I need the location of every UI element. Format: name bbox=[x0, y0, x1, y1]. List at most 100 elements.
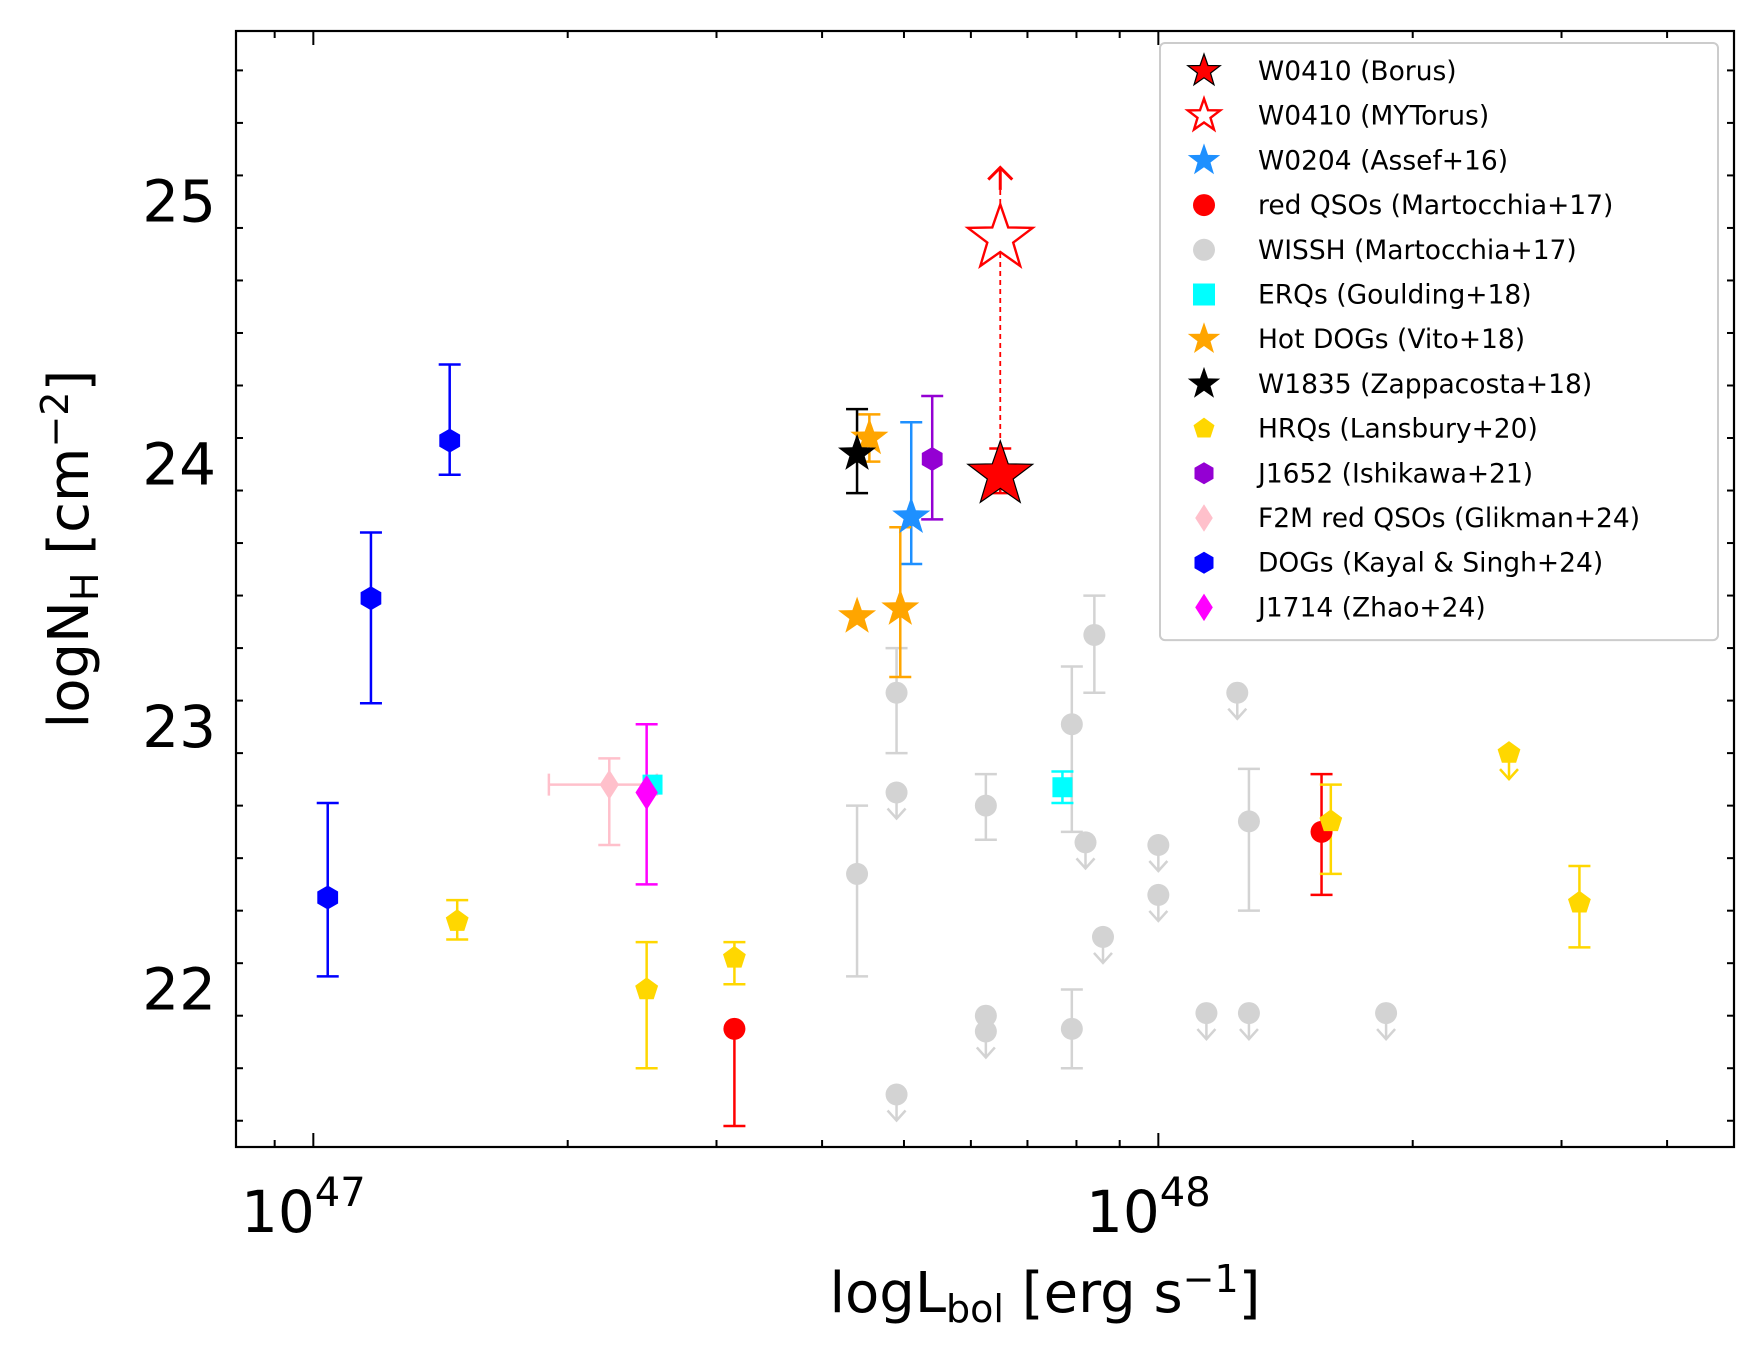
legend-label: W0204 (Assef+16) bbox=[1258, 145, 1508, 176]
legend-marker-hexagon bbox=[1194, 551, 1214, 574]
marker-circle bbox=[1375, 1002, 1398, 1025]
legend-label: ERQs (Goulding+18) bbox=[1258, 280, 1532, 311]
marker-star bbox=[966, 438, 1035, 504]
marker-circle bbox=[974, 1004, 997, 1027]
legend-marker-hexagon bbox=[1194, 462, 1214, 485]
upper-limit-arrowhead bbox=[1239, 1028, 1259, 1041]
marker-star bbox=[881, 588, 920, 625]
marker-star bbox=[838, 433, 877, 470]
marker-hexagon bbox=[921, 447, 943, 471]
marker-pentagon bbox=[1568, 890, 1591, 913]
marker-hexagon bbox=[439, 428, 461, 453]
legend-label: W0410 (MYTorus) bbox=[1258, 101, 1489, 132]
legend-marker-star bbox=[1187, 143, 1221, 175]
marker-pentagon bbox=[723, 945, 746, 968]
x-axis-title-sub: bol bbox=[946, 1287, 1004, 1331]
marker-pentagon bbox=[635, 977, 659, 1000]
x-tick-label-exp: 48 bbox=[1160, 1170, 1211, 1216]
legend-marker-star bbox=[1187, 366, 1221, 398]
marker-circle bbox=[1147, 883, 1170, 906]
legend-marker-star bbox=[1187, 322, 1221, 353]
legend-label: Hot DOGs (Vito+18) bbox=[1258, 324, 1525, 355]
legend-label: W0410 (Borus) bbox=[1258, 56, 1457, 87]
upper-limit-arrowhead bbox=[1148, 860, 1169, 873]
marker-circle bbox=[1147, 834, 1170, 857]
marker-star bbox=[838, 596, 877, 633]
marker-star bbox=[850, 418, 889, 455]
legend: W0410 (Borus) W0410 (MYTorus) W0204 (Assef… bbox=[1159, 42, 1719, 642]
legend-marker-circle bbox=[1193, 238, 1215, 261]
marker-circle bbox=[974, 794, 997, 817]
marker-star-open bbox=[964, 200, 1037, 269]
marker-circle bbox=[1060, 1017, 1083, 1040]
y-axis-title-end: ] bbox=[37, 370, 102, 392]
legend-label: DOGs (Kayal & Singh+24) bbox=[1258, 548, 1603, 579]
marker-square bbox=[1052, 777, 1073, 798]
lower-limit-arrowhead bbox=[987, 165, 1014, 181]
legend-marker-star-open bbox=[1184, 95, 1224, 133]
marker-circle bbox=[974, 1020, 997, 1043]
legend-label: HRQs (Lansbury+20) bbox=[1258, 414, 1538, 445]
upper-limit-arrowhead bbox=[1148, 910, 1169, 923]
y-tick-label: 25 bbox=[142, 168, 216, 236]
upper-limit-arrowhead bbox=[1093, 952, 1113, 965]
marker-hexagon bbox=[317, 885, 339, 910]
marker-pentagon bbox=[1319, 809, 1343, 832]
marker-circle bbox=[885, 1083, 908, 1106]
x-tick-label: 1048 bbox=[1086, 1170, 1211, 1246]
x-axis-title-main: logL bbox=[829, 1261, 946, 1326]
y-axis-title-sup: −2 bbox=[33, 391, 77, 447]
upper-limit-arrowhead bbox=[1376, 1028, 1397, 1041]
marker-circle bbox=[1226, 681, 1249, 704]
legend-marker-pentagon bbox=[1193, 417, 1215, 438]
y-axis-title-rest: [cm bbox=[37, 448, 102, 573]
legend-marker-diamond bbox=[1195, 593, 1213, 622]
upper-limit-arrowhead bbox=[1196, 1028, 1217, 1041]
data-markers bbox=[317, 200, 1591, 1106]
upper-limit-arrowhead bbox=[886, 1109, 907, 1123]
x-tick-label-base: 10 bbox=[241, 1178, 315, 1246]
upper-limit-arrowhead bbox=[886, 807, 907, 821]
x-axis-title-end: ] bbox=[1239, 1261, 1261, 1326]
marker-circle bbox=[846, 862, 869, 885]
marker-circle bbox=[1074, 831, 1097, 854]
marker-diamond bbox=[635, 775, 658, 811]
major-ticks bbox=[312, 31, 1160, 1147]
upper-limit-arrowhead bbox=[1075, 857, 1096, 871]
minor-ticks bbox=[236, 31, 1734, 1147]
upper-limit-arrowhead bbox=[1499, 768, 1519, 781]
legend-label: F2M red QSOs (Glikman+24) bbox=[1258, 503, 1640, 534]
legend-label: W1835 (Zappacosta+18) bbox=[1258, 369, 1592, 400]
marker-circle bbox=[1195, 1002, 1218, 1025]
legend-marker-diamond bbox=[1195, 504, 1213, 532]
marker-circle bbox=[1091, 925, 1114, 948]
marker-circle bbox=[1060, 713, 1083, 736]
marker-pentagon bbox=[445, 909, 469, 931]
x-tick-label: 1047 bbox=[241, 1170, 366, 1246]
upper-limit-arrowhead bbox=[1227, 707, 1248, 721]
marker-circle bbox=[1237, 810, 1260, 833]
x-axis-title-sup: −1 bbox=[1183, 1257, 1239, 1301]
marker-diamond bbox=[599, 769, 619, 800]
upper-limit-arrowhead bbox=[975, 1046, 996, 1060]
y-axis-title-group: logNH [cm−2] bbox=[33, 370, 107, 729]
marker-star bbox=[892, 496, 931, 533]
y-axis-title-main: logN bbox=[37, 601, 102, 728]
y-tick-label: 22 bbox=[142, 955, 216, 1023]
marker-circle bbox=[1083, 623, 1106, 646]
x-tick-label-base: 10 bbox=[1086, 1178, 1160, 1246]
legend-label: WISSH (Martocchia+17) bbox=[1258, 235, 1577, 266]
legend-marker-square bbox=[1193, 283, 1215, 306]
marker-circle bbox=[885, 681, 908, 704]
legend-label: red QSOs (Martocchia+17) bbox=[1258, 190, 1613, 221]
marker-circle bbox=[885, 781, 908, 804]
marker-pentagon bbox=[1497, 741, 1521, 763]
plot-frame bbox=[234, 29, 1736, 1149]
legend-label: J1652 (Ishikawa+21) bbox=[1256, 458, 1533, 489]
marker-hexagon bbox=[360, 586, 382, 611]
legend-box bbox=[1159, 42, 1719, 642]
y-tick-label: 24 bbox=[142, 430, 216, 498]
marker-circle bbox=[1237, 1002, 1260, 1025]
